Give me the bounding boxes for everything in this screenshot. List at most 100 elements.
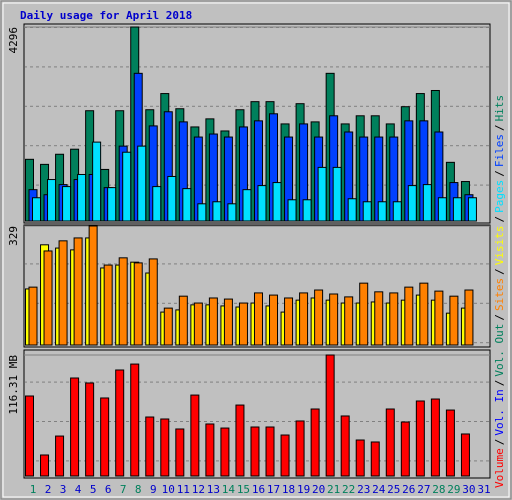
bar [238, 302, 248, 346]
legend-entry: Files [493, 134, 506, 167]
bar [460, 433, 470, 477]
x-tick-label: 13 [207, 483, 220, 496]
bar [122, 151, 132, 222]
bar [227, 203, 237, 222]
legend-entry: Volume [493, 448, 506, 488]
y-tick-label: 116.31 MB [7, 355, 20, 415]
bar [325, 354, 335, 477]
legend-entry: Vol. Out [493, 324, 506, 377]
x-tick-label: 19 [297, 483, 310, 496]
bar [422, 184, 432, 222]
bar [58, 240, 68, 346]
bar [103, 264, 113, 346]
bar [163, 307, 173, 346]
x-tick-label: 29 [447, 483, 460, 496]
bar [70, 377, 80, 477]
bar [265, 426, 275, 477]
x-tick-label: 28 [432, 483, 445, 496]
bar [85, 382, 95, 477]
x-tick-label: 25 [387, 483, 400, 496]
x-tick-label: 17 [267, 483, 280, 496]
legend-separator: / [493, 124, 506, 131]
legend-entry: Pages [493, 180, 506, 213]
bar [284, 297, 294, 346]
bar [295, 420, 305, 477]
y-tick-label: 4296 [7, 27, 20, 54]
x-tick-label: 1 [30, 483, 37, 496]
bar [344, 296, 354, 346]
bar [407, 185, 417, 222]
bar [302, 199, 312, 222]
legend-entry: Sites [493, 278, 506, 311]
legend-separator: / [493, 314, 506, 321]
y-tick-label: 329 [7, 226, 20, 246]
x-tick-label: 11 [177, 483, 190, 496]
bar [73, 237, 83, 346]
bar [287, 199, 297, 222]
bar [253, 292, 263, 346]
bar [317, 166, 327, 222]
x-tick-label: 22 [342, 483, 355, 496]
x-tick-label: 2 [45, 483, 52, 496]
legend-entry: Visits [493, 226, 506, 266]
bar [182, 188, 192, 222]
x-tick-label: 15 [237, 483, 250, 496]
bar [160, 418, 170, 477]
x-tick-label: 27 [417, 483, 430, 496]
bar [115, 369, 125, 477]
bar [449, 295, 459, 346]
bar [370, 441, 380, 477]
x-tick-label: 18 [282, 483, 295, 496]
bar [28, 286, 38, 346]
bar [329, 293, 339, 346]
bar [47, 179, 57, 222]
bar [88, 225, 98, 346]
x-tick-label: 8 [135, 483, 142, 496]
bar [437, 197, 447, 222]
bar [347, 198, 357, 222]
bar [32, 197, 41, 222]
bar [175, 428, 185, 477]
bar [250, 426, 260, 477]
bar [310, 408, 320, 477]
bar [220, 427, 230, 477]
legend-entry: Vol. In [493, 389, 506, 435]
bar [269, 294, 279, 346]
bar [389, 292, 399, 346]
bar [385, 408, 395, 477]
bar [148, 258, 158, 346]
bar [167, 175, 177, 222]
x-tick-label: 24 [372, 483, 386, 496]
bar [464, 289, 474, 346]
bar [235, 404, 245, 477]
x-tick-label: 20 [312, 483, 325, 496]
bar [190, 394, 200, 477]
legend: Volume / Vol. In / Vol. Out / Sites / Visits / Pag… [493, 95, 506, 488]
bar [377, 201, 387, 222]
x-tick-label: 3 [60, 483, 67, 496]
bar [197, 203, 207, 222]
x-tick-label: 12 [192, 483, 205, 496]
x-tick-label: 30 [462, 483, 475, 496]
bar [137, 145, 147, 222]
bar [272, 182, 282, 222]
bar [404, 286, 414, 346]
x-tick-label: 10 [162, 483, 175, 496]
x-tick-label: 31 [477, 483, 490, 496]
x-tick-label: 26 [402, 483, 415, 496]
bar [419, 282, 429, 346]
legend-separator: / [493, 216, 506, 223]
bar [100, 397, 110, 477]
bar [374, 291, 384, 346]
bar [392, 201, 402, 222]
x-tick-label: 5 [90, 483, 97, 496]
bar [43, 250, 53, 346]
bar [178, 295, 188, 346]
bar [415, 400, 425, 477]
bar [223, 298, 233, 346]
bar [40, 454, 50, 477]
legend-separator: / [493, 268, 506, 275]
bar [314, 289, 324, 346]
